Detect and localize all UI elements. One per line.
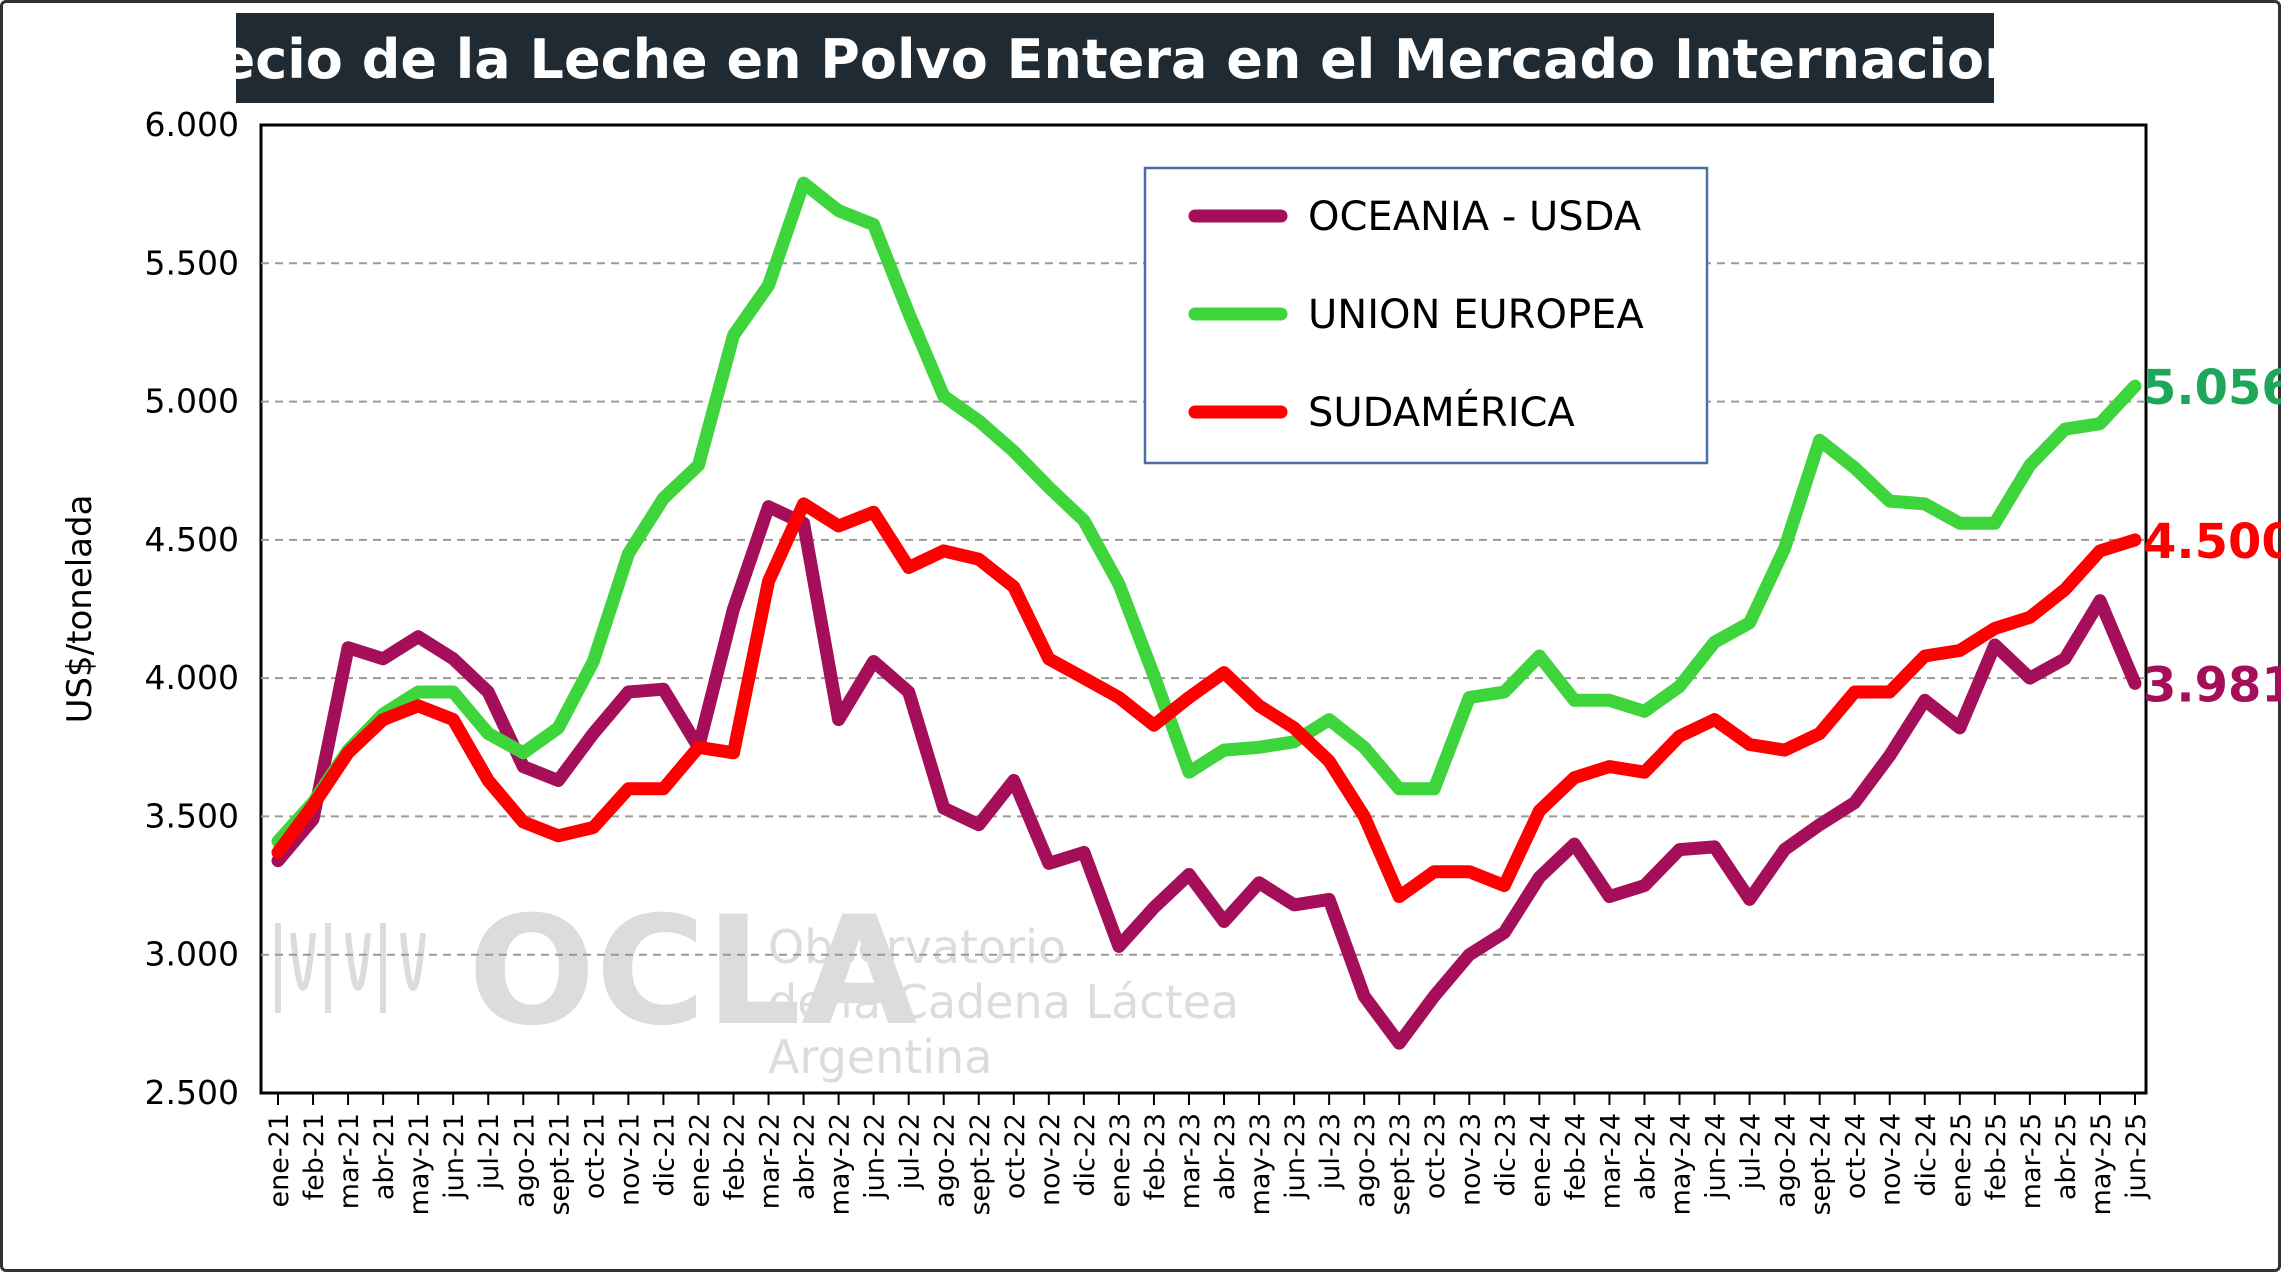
series-line (271, 500, 2142, 1050)
x-tick-label: may-23 (1245, 1113, 1276, 1215)
x-tick-label: jun-22 (860, 1113, 891, 1200)
x-tick-label: jun-21 (439, 1113, 470, 1200)
x-tick-label: ago-22 (930, 1113, 961, 1208)
chart-title: Precio de la Leche en Polvo Entera en el… (152, 28, 2077, 91)
x-tick-label: abr-25 (2051, 1113, 2082, 1200)
y-tick-label: 4.000 (145, 658, 239, 697)
x-tick-label: jun-24 (1701, 1113, 1732, 1200)
y-axis-label: US$/tonelada (60, 495, 100, 724)
end-value-labels: 3.981 5.056 4.500 (2143, 360, 2281, 713)
y-tick-label: 3.500 (145, 796, 239, 835)
watermark-line3: Argentina (768, 1030, 992, 1084)
x-tick-label: ago-23 (1350, 1113, 1381, 1208)
series-end-label: 3.981 (2143, 657, 2281, 713)
x-tick-label: may-21 (404, 1113, 435, 1215)
x-tick-label: sept-21 (544, 1113, 575, 1216)
x-tick-label: feb-23 (1140, 1113, 1171, 1200)
line-chart: Precio de la Leche en Polvo Entera en el… (60, 13, 2281, 1216)
ocla-logo-waves (275, 923, 426, 1013)
x-tick-label: nov-21 (614, 1113, 645, 1206)
y-tick-label: 5.000 (145, 382, 239, 421)
y-tick-label: 6.000 (145, 105, 239, 144)
x-tick-label: mar-24 (1595, 1113, 1626, 1209)
x-tick-label: ene-25 (1946, 1113, 1977, 1207)
legend-label: SUDAMÉRICA (1308, 388, 1575, 436)
x-tick-label: dic-21 (649, 1113, 680, 1197)
x-tick-label: oct-21 (579, 1113, 610, 1199)
ocla-watermark: OCLA Observatorio de la Cadena Láctea Ar… (275, 885, 1239, 1084)
x-tick-label: mar-23 (1175, 1113, 1206, 1209)
x-tick-label: feb-21 (299, 1113, 330, 1200)
x-tick-label: feb-25 (1981, 1113, 2012, 1200)
x-tick-label: sept-22 (965, 1113, 996, 1216)
series-lines (271, 176, 2142, 1050)
x-tick-label: sept-24 (1806, 1113, 1837, 1216)
x-tick-label: feb-24 (1560, 1113, 1591, 1200)
x-tick-label: ene-22 (684, 1113, 715, 1207)
x-tick-label: mar-25 (2016, 1113, 2047, 1209)
title-banner (236, 13, 1994, 103)
x-tick-label: may-25 (2086, 1113, 2117, 1215)
x-tick-label: oct-23 (1420, 1113, 1451, 1199)
watermark-line2: de la Cadena Láctea (768, 975, 1239, 1029)
x-tick-label: abr-21 (369, 1113, 400, 1200)
x-tick-label: feb-22 (719, 1113, 750, 1200)
series-end-label: 5.056 (2143, 360, 2281, 416)
x-tick-label: ene-24 (1525, 1113, 1556, 1207)
y-axis-ticks: 2.500 3.000 3.500 4.000 4.500 5.000 5.500 6.000 (145, 105, 239, 1112)
x-tick-label: jul-23 (1315, 1113, 1346, 1190)
x-tick-label: ago-21 (509, 1113, 540, 1208)
x-tick-label: nov-23 (1455, 1113, 1486, 1206)
x-tick-label: ago-24 (1771, 1113, 1802, 1208)
y-tick-label: 4.500 (145, 520, 239, 559)
x-tick-label: may-24 (1666, 1113, 1697, 1215)
x-tick-label: ene-23 (1105, 1113, 1136, 1207)
x-tick-label: dic-24 (1911, 1113, 1942, 1197)
x-tick-label: jun-23 (1280, 1113, 1311, 1200)
x-axis-ticks: ene-21 feb-21 mar-21 abr-21 may-21 jun-21 jul-… (264, 1093, 2152, 1216)
x-tick-label: jun-25 (2121, 1113, 2152, 1200)
x-tick-label: may-22 (825, 1113, 856, 1215)
x-tick-label: ene-21 (264, 1113, 295, 1207)
y-tick-label: 3.000 (145, 935, 239, 974)
x-tick-label: dic-22 (1070, 1113, 1101, 1197)
x-tick-label: mar-22 (755, 1113, 786, 1209)
x-tick-label: sept-23 (1385, 1113, 1416, 1216)
x-tick-label: dic-23 (1490, 1113, 1521, 1197)
x-tick-label: abr-23 (1210, 1113, 1241, 1200)
x-tick-label: jul-21 (474, 1113, 505, 1190)
series-end-label: 4.500 (2143, 514, 2281, 570)
x-tick-label: jul-24 (1736, 1113, 1767, 1190)
legend: OCEANIA - USDA UNION EUROPEA SUDAMÉRICA (1143, 166, 1709, 465)
x-tick-label: nov-24 (1876, 1113, 1907, 1206)
x-tick-label: nov-22 (1035, 1113, 1066, 1206)
y-tick-label: 2.500 (145, 1073, 239, 1112)
watermark-logo-text: OCLA (468, 885, 917, 1059)
y-tick-label: 5.500 (145, 243, 239, 282)
x-tick-label: abr-24 (1630, 1113, 1661, 1200)
x-tick-label: oct-22 (1000, 1113, 1031, 1199)
series-line (271, 176, 2142, 848)
x-tick-label: oct-24 (1841, 1113, 1872, 1199)
x-tick-label: mar-21 (334, 1113, 365, 1209)
series-line (271, 497, 2142, 904)
x-tick-label: abr-22 (790, 1113, 821, 1200)
x-tick-label: jul-22 (895, 1113, 926, 1190)
legend-label: OCEANIA - USDA (1308, 194, 1642, 240)
watermark-line1: Observatorio (768, 920, 1066, 974)
legend-label: UNION EUROPEA (1308, 292, 1644, 338)
